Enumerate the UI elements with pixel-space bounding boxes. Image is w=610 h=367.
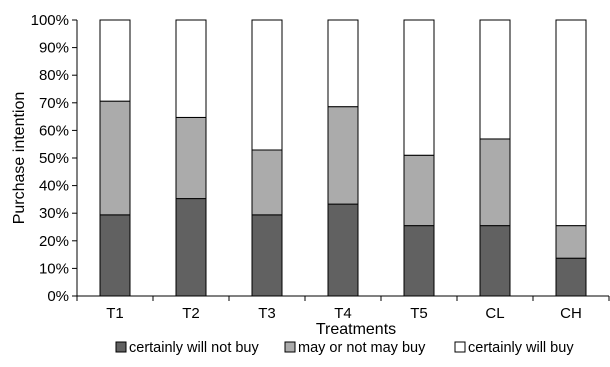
y-tick-label: 60% — [39, 122, 69, 139]
axes: 0% 10% 20% 30% 40% 50% 60% 70% 80% 90% 100% T1 T2 T3 T… — [31, 12, 610, 322]
legend-label: certainly will buy — [468, 340, 574, 356]
bar-segment-CL-1 — [479, 225, 511, 297]
bar-segment-T3-2 — [251, 149, 283, 216]
bar-segment-T4-3 — [327, 19, 359, 108]
x-tick-label: T4 — [334, 305, 352, 322]
bar-segment-CL-3 — [479, 19, 511, 140]
bar-segment-T1-2 — [99, 100, 131, 216]
bar-segment-T4-1 — [327, 203, 359, 297]
x-tick-label: T3 — [258, 305, 276, 322]
bar-segment-T1-3 — [99, 19, 131, 102]
y-tick-label: 90% — [39, 40, 69, 57]
bar-segment-T2-1 — [175, 198, 207, 297]
x-tick-label: T2 — [182, 305, 200, 322]
bar-segment-T2-3 — [175, 19, 207, 118]
x-tick-label: T5 — [410, 305, 428, 322]
bar-segment-T5-1 — [403, 225, 435, 297]
y-tick-label: 50% — [39, 150, 69, 167]
y-axis-title: Purchase intention — [11, 92, 28, 225]
bar-segment-CL-2 — [479, 138, 511, 227]
legend-swatch — [284, 341, 296, 353]
bar-segment-T5-3 — [403, 19, 435, 156]
legend-swatch — [115, 341, 127, 353]
y-tick-label: 30% — [39, 205, 69, 222]
bar-segment-T3-3 — [251, 19, 283, 151]
y-tick-label: 20% — [39, 233, 69, 250]
bar-segment-CH-2 — [555, 225, 587, 259]
y-tick-label: 70% — [39, 95, 69, 112]
plot-area — [99, 19, 587, 297]
y-tick-label: 40% — [39, 178, 69, 195]
y-tick-label: 80% — [39, 67, 69, 84]
legend-label: certainly will not buy — [129, 340, 259, 356]
bar-segment-T1-1 — [99, 214, 131, 297]
y-tick-label: 10% — [39, 260, 69, 277]
x-tick-label: CH — [560, 305, 582, 322]
x-axis-title: Treatments — [316, 321, 396, 338]
bar-segment-CH-3 — [555, 19, 587, 227]
x-tick-label: T1 — [106, 305, 124, 322]
legend-label: may or not may buy — [298, 340, 426, 356]
bar-segment-T2-2 — [175, 116, 207, 200]
x-tick-label: CL — [485, 305, 504, 322]
bar-segment-T5-2 — [403, 154, 435, 227]
y-tick-label: 100% — [31, 12, 69, 29]
bar-segment-CH-1 — [555, 257, 587, 297]
bar-segment-T4-2 — [327, 106, 359, 205]
bar-segment-T3-1 — [251, 214, 283, 297]
legend: certainly will not buy may or not may buy… — [115, 340, 574, 356]
y-tick-label: 0% — [47, 288, 69, 305]
legend-swatch — [454, 341, 466, 353]
